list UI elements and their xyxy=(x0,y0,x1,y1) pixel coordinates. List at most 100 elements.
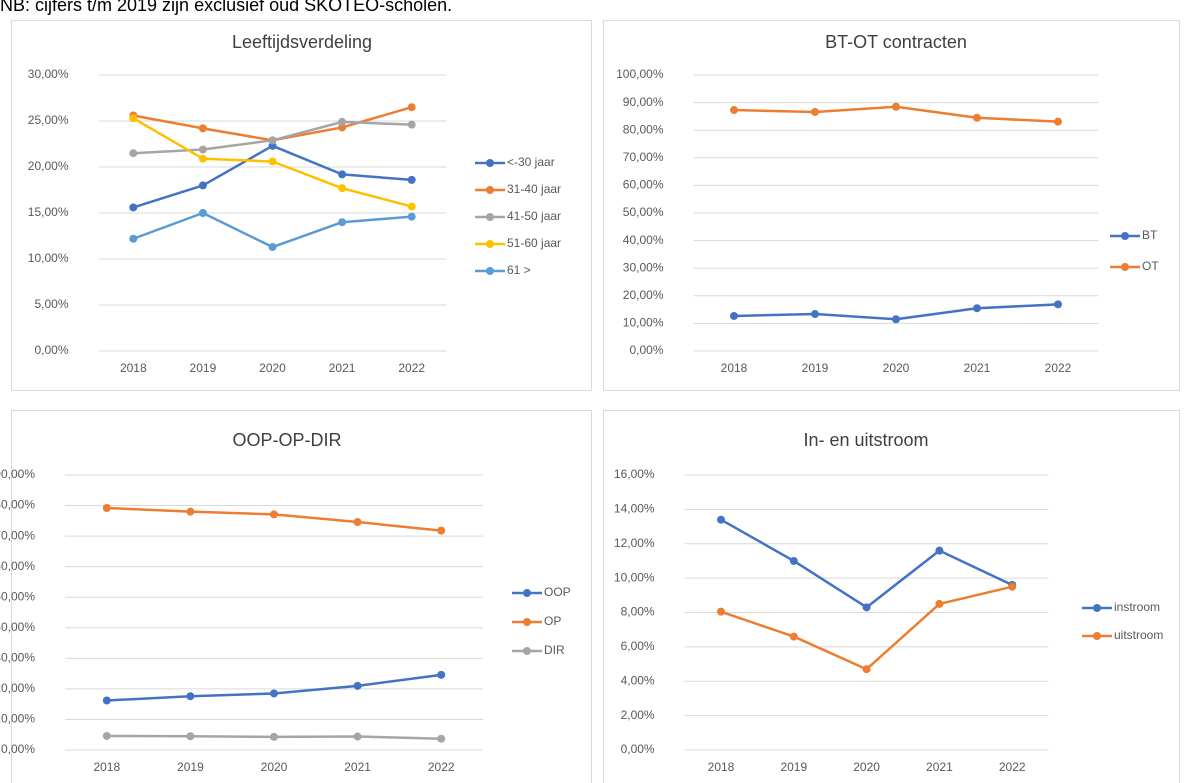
y-tick-label: 6,00% xyxy=(621,639,655,653)
x-tick-label: 2020 xyxy=(853,760,880,774)
legend-label: OOP xyxy=(544,585,571,599)
marker xyxy=(198,209,207,217)
y-tick-label: 30,00% xyxy=(0,651,35,665)
marker xyxy=(268,141,277,150)
x-tick-label: 2019 xyxy=(190,361,217,375)
marker xyxy=(353,518,362,527)
marker xyxy=(811,107,819,116)
x-tick-label: 2018 xyxy=(120,361,147,375)
y-tick-label: 70,00% xyxy=(0,528,35,542)
note: NB: cijfers t/m 2019 zijn exclusief oud … xyxy=(0,0,452,15)
y-tick-label: 60,00% xyxy=(623,178,664,192)
marker xyxy=(198,145,207,154)
legend-marker xyxy=(486,240,494,248)
chart-title: OOP-OP-DIR xyxy=(232,430,341,450)
y-tick-label: 10,00% xyxy=(623,316,664,330)
marker xyxy=(1054,117,1062,126)
series-line xyxy=(720,518,1013,609)
marker xyxy=(437,734,446,743)
y-tick-label: 12,00% xyxy=(614,536,655,550)
marker xyxy=(268,157,277,166)
legend-marker xyxy=(523,589,531,597)
marker xyxy=(407,175,416,184)
marker xyxy=(338,123,347,132)
marker xyxy=(270,732,278,741)
y-tick-label: 16,00% xyxy=(614,467,655,481)
marker xyxy=(862,665,871,674)
legend-marker xyxy=(523,618,531,626)
marker xyxy=(102,504,111,512)
marker xyxy=(973,304,981,313)
legend-marker xyxy=(523,647,531,655)
y-tick-label: 0,00% xyxy=(621,742,655,756)
legend-label: OP xyxy=(544,614,561,628)
legend-label: OT xyxy=(1142,259,1159,273)
y-tick-label: 30,00% xyxy=(623,260,664,274)
marker xyxy=(338,218,347,227)
x-tick-label: 2019 xyxy=(780,760,807,774)
marker xyxy=(730,106,738,115)
x-tick-label: 2022 xyxy=(999,760,1026,774)
y-tick-label: 100,00% xyxy=(616,67,664,81)
y-tick-label: 90,00% xyxy=(0,467,35,481)
panel-border xyxy=(603,410,1180,783)
legend-marker xyxy=(486,159,494,167)
x-tick-label: 2019 xyxy=(177,760,204,774)
panel-border xyxy=(11,20,592,391)
marker xyxy=(892,102,900,111)
y-tick-label: 90,00% xyxy=(623,95,664,109)
y-tick-label: 40,00% xyxy=(623,233,664,247)
marker xyxy=(1008,582,1017,591)
x-tick-label: 2021 xyxy=(964,361,991,375)
legend-marker xyxy=(486,213,494,221)
y-tick-label: 70,00% xyxy=(623,150,664,164)
marker xyxy=(268,243,277,252)
y-tick-label: 20,00% xyxy=(623,288,664,302)
y-tick-label: 50,00% xyxy=(623,205,664,219)
x-tick-label: 2022 xyxy=(428,760,455,774)
y-tick-label: 25,00% xyxy=(28,113,69,127)
marker xyxy=(338,184,347,193)
x-tick-label: 2021 xyxy=(926,760,953,774)
series-line xyxy=(132,211,412,249)
marker xyxy=(353,732,362,741)
x-tick-label: 2019 xyxy=(802,361,829,375)
panel-border xyxy=(11,410,592,783)
series-line xyxy=(720,585,1013,671)
legend-label: BT xyxy=(1142,228,1158,242)
series-line xyxy=(132,144,412,209)
marker xyxy=(102,696,111,705)
legend-marker xyxy=(1093,604,1101,612)
marker xyxy=(717,515,725,524)
y-tick-label: 0,00% xyxy=(629,343,663,357)
marker xyxy=(198,181,207,190)
x-tick-label: 2022 xyxy=(1045,361,1072,375)
marker xyxy=(437,526,446,535)
marker xyxy=(973,113,981,122)
x-tick-label: 2018 xyxy=(708,760,735,774)
marker xyxy=(892,315,900,324)
y-tick-label: 10,00% xyxy=(0,712,35,726)
y-tick-label: 0,00% xyxy=(34,343,68,357)
legend-marker xyxy=(1093,632,1101,640)
legend-marker xyxy=(1121,232,1129,240)
marker xyxy=(935,599,944,608)
legend-label: uitstroom xyxy=(1114,628,1163,642)
chart-title: Leeftijdsverdeling xyxy=(232,32,372,52)
legend-label: instroom xyxy=(1114,600,1160,614)
y-tick-label: 15,00% xyxy=(28,205,69,219)
marker xyxy=(730,311,738,320)
marker xyxy=(129,203,138,212)
marker xyxy=(129,149,138,158)
marker xyxy=(186,732,195,741)
marker xyxy=(129,114,138,123)
y-tick-label: 20,00% xyxy=(0,681,35,695)
y-tick-label: 10,00% xyxy=(28,251,69,265)
y-tick-label: 8,00% xyxy=(621,605,655,619)
legend-marker xyxy=(486,186,494,194)
x-tick-label: 2021 xyxy=(329,361,356,375)
marker xyxy=(407,103,416,112)
marker xyxy=(789,556,798,565)
marker xyxy=(789,632,798,641)
chart-title: BT-OT contracten xyxy=(825,32,967,52)
